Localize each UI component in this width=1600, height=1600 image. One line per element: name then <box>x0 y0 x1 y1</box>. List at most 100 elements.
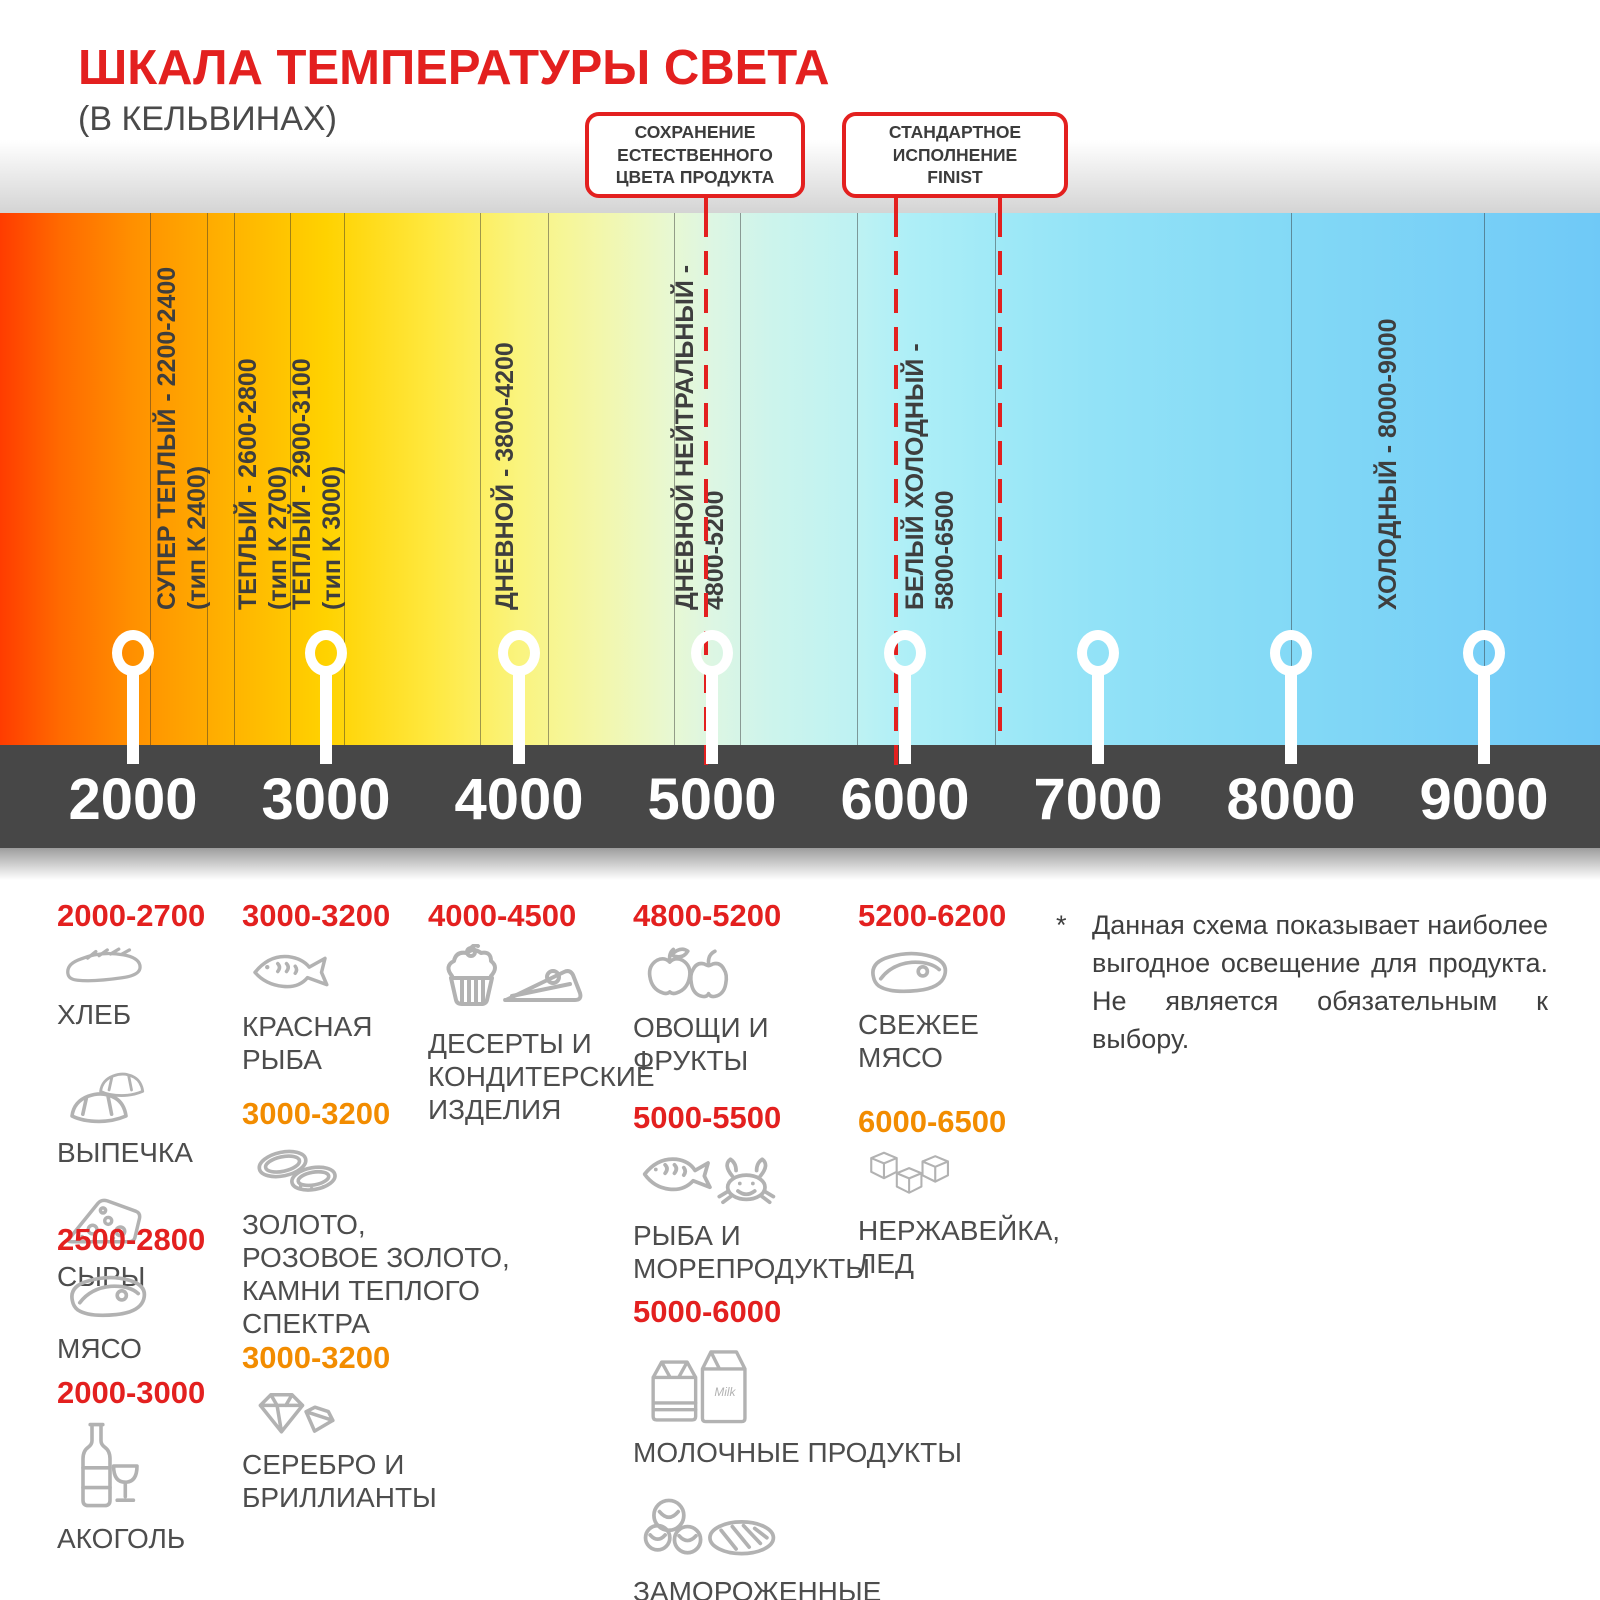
zone-divider-line <box>674 213 675 745</box>
scale-marker-2000 <box>112 630 154 764</box>
category-group: 2500-2800 МЯСО <box>57 1222 242 1387</box>
zone-divider-line <box>290 213 291 745</box>
diamonds-icon <box>248 1386 452 1442</box>
category-group: 4800-5200 ОВОЩИ И ФРУКТЫ <box>633 898 838 1099</box>
range-label: 5000-6000 <box>633 1294 782 1329</box>
axis-tick-9000: 9000 <box>1419 767 1549 832</box>
category-item-label: ЗОЛОТО, РОЗОВОЕ ЗОЛОТО, КАМНИ ТЕПЛОГО СП… <box>242 1209 510 1339</box>
category-item: МЯСО <box>57 1268 242 1365</box>
category-item: ХЛЕБ <box>57 944 242 1031</box>
category-item-label: АКОГОЛЬ <box>57 1523 186 1554</box>
category-group: 3000-3200 СЕРЕБРО И БРИЛЛИАНТЫ <box>242 1340 452 1536</box>
scale-marker-4000 <box>498 630 540 764</box>
category-item-label: ВЫПЕЧКА <box>57 1137 193 1168</box>
category-item: ДЕСЕРТЫ И КОНДИТЕРСКИЕ ИЗДЕЛИЯ <box>428 943 655 1126</box>
category-item: Milk МОЛОЧНЫЕ ПРОДУКТЫ <box>633 1340 963 1469</box>
range-label: 6000-6500 <box>858 1104 1007 1139</box>
zone-divider-line <box>234 213 235 745</box>
category-item: ЗОЛОТО, РОЗОВОЕ ЗОЛОТО, КАМНИ ТЕПЛОГО СП… <box>242 1142 510 1340</box>
scale-marker-7000 <box>1077 630 1119 764</box>
axis-tick-3000: 3000 <box>261 767 391 832</box>
category-group: 5000-5500 РЫБА И МОРЕПРОДУКТЫ <box>633 1100 870 1307</box>
zone-divider-line <box>150 213 151 745</box>
axis-tick-5000: 5000 <box>647 767 777 832</box>
category-item-label: МЯСО <box>57 1333 142 1364</box>
range-label: 3000-3200 <box>242 1340 391 1375</box>
finist-range-dashed-line <box>894 213 898 765</box>
zone-label-daylight: ДНЕВНОЙ - 3800-4200 <box>491 342 519 610</box>
fresh-meat-icon <box>864 944 1053 1002</box>
category-group: 3000-3200 ЗОЛОТО, РОЗОВОЕ ЗОЛОТО, КАМНИ … <box>242 1096 510 1362</box>
zone-divider-line <box>344 213 345 745</box>
zone-divider-line <box>1291 213 1292 745</box>
category-group: 3000-3200 КРАСНАЯ РЫБА <box>242 898 432 1098</box>
category-item-label: ОВОЩИ И ФРУКТЫ <box>633 1012 769 1076</box>
dairy-icon: Milk <box>639 1340 933 1430</box>
zone-divider-line <box>207 213 208 745</box>
range-label: 2500-2800 <box>57 1222 206 1257</box>
category-item: НЕРЖАВЕЙКА, ЛЕД <box>858 1150 1060 1280</box>
category-item: ВЫПЕЧКА <box>57 1053 242 1169</box>
category-group: 4000-4500 ДЕСЕРТЫ И КОНДИТЕРСКИЕ ИЗДЕЛИЯ <box>428 898 655 1148</box>
frozen-icon <box>639 1491 933 1569</box>
pastry-icon <box>63 1053 242 1130</box>
category-group: 2000-3000 АКОГОЛЬ <box>57 1375 242 1577</box>
page-title: ШКАЛА ТЕМПЕРАТУРЫ СВЕТА <box>78 41 830 95</box>
scale-marker-8000 <box>1270 630 1312 764</box>
category-item-label: СВЕЖЕЕ МЯСО <box>858 1009 979 1073</box>
category-item-label: МОЛОЧНЫЕ ПРОДУКТЫ <box>633 1437 963 1468</box>
axis-tick-6000: 6000 <box>840 767 970 832</box>
scale-marker-3000 <box>305 630 347 764</box>
callout-leader-line <box>998 192 1002 213</box>
zone-divider-line <box>1484 213 1485 745</box>
category-item: АКОГОЛЬ <box>57 1421 242 1555</box>
axis-tick-4000: 4000 <box>454 767 584 832</box>
category-group: 6000-6500 НЕРЖАВЕЙКА, ЛЕД <box>858 1104 1060 1302</box>
kelvin-axis-bar <box>0 745 1600 848</box>
meat-icon <box>63 1268 242 1326</box>
category-group: 5200-6200 СВЕЖЕЕ МЯСО <box>858 898 1053 1096</box>
cheese-icon <box>63 1191 242 1254</box>
natural-color-dashed-line <box>704 213 708 765</box>
footnote-asterisk: * <box>1056 910 1067 940</box>
footnote-text: Данная схема показывает наиболее выгодно… <box>1092 910 1548 1054</box>
footnote: * Данная схема показывает наиболее выгод… <box>1056 906 1548 1058</box>
range-label: 5000-5500 <box>633 1100 782 1135</box>
callout-natural-color: СОХРАНЕНИЕ ЕСТЕСТВЕННОГО ЦВЕТА ПРОДУКТА <box>585 112 805 198</box>
desserts-icon <box>434 943 628 1021</box>
zone-divider-line <box>480 213 481 745</box>
category-item-label: ХЛЕБ <box>57 999 132 1030</box>
zone-divider-line <box>548 213 549 745</box>
bread-icon <box>63 944 242 992</box>
gold-rings-icon <box>248 1142 482 1202</box>
axis-tick-7000: 7000 <box>1033 767 1163 832</box>
range-label: 3000-3200 <box>242 1096 391 1131</box>
category-item: СЕРЕБРО И БРИЛЛИАНТЫ <box>242 1386 452 1514</box>
callout-leader-line <box>704 192 708 213</box>
vegetables-fruits-icon <box>639 944 838 1005</box>
milk-carton-text: Milk <box>714 1385 736 1399</box>
category-item: ЗАМОРОЖЕННЫЕ ПОЛУФАБРИКАТЫ <box>633 1491 933 1600</box>
zone-label-warm-3000: ТЕПЛЫЙ - 2900-3100 (тип К 3000) <box>288 358 346 610</box>
range-label: 4800-5200 <box>633 898 782 933</box>
zone-divider-line <box>995 213 996 745</box>
range-label: 2000-2700 <box>57 898 206 933</box>
category-item-label: ЗАМОРОЖЕННЫЕ ПОЛУФАБРИКАТЫ <box>633 1576 882 1600</box>
page-subtitle: (В КЕЛЬВИНАХ) <box>78 100 337 138</box>
category-item: ОВОЩИ И ФРУКТЫ <box>633 944 838 1077</box>
range-label: 5200-6200 <box>858 898 1007 933</box>
category-group: 2000-2700 ХЛЕБ ВЫПЕЧКА <box>57 898 242 1315</box>
category-item-label: СЕРЕБРО И БРИЛЛИАНТЫ <box>242 1449 437 1513</box>
category-item: РЫБА И МОРЕПРОДУКТЫ <box>633 1146 870 1285</box>
axis-tick-2000: 2000 <box>68 767 198 832</box>
zone-label-cold: ХОЛОДНЫЙ - 8000-9000 <box>1374 318 1402 610</box>
callout-leader-line <box>894 192 898 213</box>
zone-label-day-neutral: ДНЕВНОЙ НЕЙТРАЛЬНЫЙ - 4800-5200 <box>671 264 729 610</box>
zone-label-super-warm: СУПЕР ТЕПЛЫЙ - 2200-2400 (тип К 2400) <box>153 266 211 610</box>
zone-label-warm-2700: ТЕПЛЫЙ - 2600-2800 (тип К 2700) <box>234 358 292 610</box>
axis-shadow <box>0 848 1600 880</box>
alcohol-icon <box>63 1421 242 1516</box>
scale-marker-6000 <box>884 630 926 764</box>
category-item: КРАСНАЯ РЫБА <box>242 944 432 1076</box>
